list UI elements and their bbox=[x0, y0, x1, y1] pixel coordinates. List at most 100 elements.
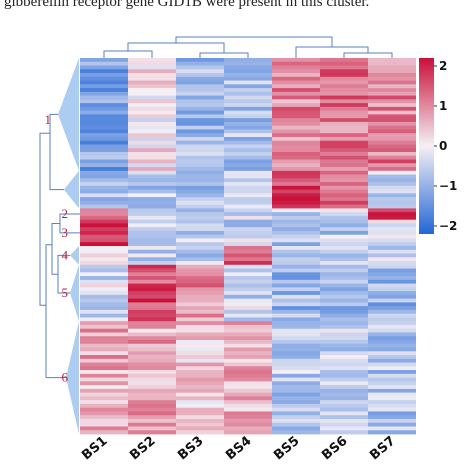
heatmap-cell bbox=[80, 246, 128, 251]
heatmap-cell bbox=[80, 182, 128, 187]
heatmap-cell bbox=[176, 103, 224, 108]
heatmap-cell bbox=[80, 219, 128, 224]
heatmap-cell bbox=[176, 219, 224, 224]
heatmap-cell bbox=[320, 140, 368, 145]
heatmap-cell bbox=[272, 170, 320, 175]
heatmap-cell bbox=[224, 121, 272, 127]
heatmap-cell bbox=[272, 155, 320, 160]
heatmap-cell bbox=[368, 370, 416, 375]
heatmap-cell bbox=[320, 159, 368, 164]
heatmap-cell bbox=[368, 234, 416, 239]
heatmap-cell bbox=[128, 238, 176, 243]
heatmap-cell bbox=[80, 264, 128, 269]
heatmap-cell bbox=[80, 340, 128, 345]
heatmap-cell bbox=[368, 215, 416, 221]
heatmap-cell bbox=[224, 58, 272, 63]
heatmap-cell bbox=[320, 317, 368, 322]
heatmap-cell bbox=[128, 242, 176, 247]
heatmap-cell bbox=[272, 136, 320, 142]
heatmap-cell bbox=[272, 152, 320, 157]
heatmap-cell bbox=[320, 76, 368, 81]
heatmap-cell bbox=[272, 95, 320, 100]
heatmap-cell bbox=[80, 373, 128, 378]
heatmap-cell bbox=[80, 355, 128, 360]
heatmap-cell bbox=[176, 227, 224, 232]
heatmap-cell bbox=[224, 324, 272, 330]
heatmap-cell bbox=[128, 152, 176, 157]
heatmap-cell bbox=[224, 426, 272, 431]
cluster-labels: 1 2 3 4 5 6 bbox=[45, 112, 69, 385]
heatmap-cell bbox=[176, 430, 224, 435]
heatmap-cell bbox=[320, 309, 368, 315]
heatmap-cell bbox=[272, 276, 320, 281]
dendrogram-branch bbox=[343, 52, 393, 58]
heatmap-cell bbox=[128, 317, 176, 322]
heatmap-cell bbox=[128, 61, 176, 66]
heatmap-cell bbox=[128, 155, 176, 160]
heatmap-cell bbox=[176, 114, 224, 119]
heatmap-cell bbox=[272, 388, 320, 394]
heatmap-cell bbox=[368, 182, 416, 187]
heatmap-cell bbox=[176, 426, 224, 431]
heatmap-cell bbox=[224, 103, 272, 108]
heatmap-cell bbox=[80, 249, 128, 254]
heatmap-cell bbox=[224, 347, 272, 352]
heatmap-cell bbox=[128, 219, 176, 224]
heatmap-cell bbox=[80, 185, 128, 190]
heatmap-cell bbox=[368, 91, 416, 96]
heatmap-cell bbox=[176, 106, 224, 112]
heatmap-cell bbox=[368, 362, 416, 367]
heatmap-cell bbox=[176, 370, 224, 375]
heatmap-cell bbox=[176, 343, 224, 348]
heatmap-cell bbox=[368, 84, 416, 89]
heatmap-cell bbox=[368, 170, 416, 175]
heatmap-cell bbox=[320, 227, 368, 232]
heatmap-cell bbox=[272, 106, 320, 112]
heatmap-cell bbox=[176, 340, 224, 345]
heatmap-cell bbox=[128, 287, 176, 292]
heatmap-cell bbox=[80, 268, 128, 273]
heatmap-cell bbox=[176, 306, 224, 311]
heatmap-cell bbox=[320, 223, 368, 228]
heatmap-cell bbox=[224, 287, 272, 292]
heatmap-cell bbox=[80, 400, 128, 405]
heatmap-cell bbox=[320, 129, 368, 134]
heatmap-cell bbox=[368, 80, 416, 85]
heatmap-cell bbox=[128, 106, 176, 112]
heatmap-cell bbox=[80, 234, 128, 239]
heatmap-cell bbox=[320, 430, 368, 435]
heatmap-cell bbox=[224, 332, 272, 337]
heatmap-cell bbox=[128, 189, 176, 194]
heatmap-cell bbox=[128, 185, 176, 190]
heatmap-cell bbox=[320, 340, 368, 345]
heatmap-cell bbox=[128, 178, 176, 183]
heatmap-cell bbox=[80, 174, 128, 179]
heatmap-cell bbox=[176, 167, 224, 172]
heatmap-cell bbox=[80, 272, 128, 277]
heatmap-cell bbox=[368, 411, 416, 416]
heatmap-cell bbox=[368, 246, 416, 251]
heatmap-cell bbox=[80, 91, 128, 96]
heatmap-cell bbox=[320, 148, 368, 153]
heatmap-cell bbox=[128, 355, 176, 360]
heatmap-cell bbox=[176, 185, 224, 190]
heatmap-cell bbox=[80, 385, 128, 390]
heatmap-cell bbox=[176, 287, 224, 292]
dendrogram-branch bbox=[175, 36, 333, 47]
heatmap-cell bbox=[272, 219, 320, 224]
heatmap-cell bbox=[320, 257, 368, 262]
heatmap-cell bbox=[128, 133, 176, 138]
heatmap-cell bbox=[80, 223, 128, 228]
heatmap-cell bbox=[176, 347, 224, 352]
heatmap-cell bbox=[128, 313, 176, 318]
dendrogram-branch bbox=[45, 244, 66, 379]
heatmap-cell bbox=[272, 294, 320, 300]
heatmap-cell bbox=[128, 246, 176, 251]
heatmap-cell bbox=[224, 294, 272, 300]
heatmap-cell bbox=[80, 309, 128, 315]
heatmap-cell bbox=[80, 415, 128, 420]
heatmap-cell bbox=[272, 167, 320, 172]
heatmap-cell bbox=[368, 287, 416, 292]
heatmap-cell bbox=[320, 61, 368, 66]
heatmap-cell bbox=[176, 178, 224, 183]
